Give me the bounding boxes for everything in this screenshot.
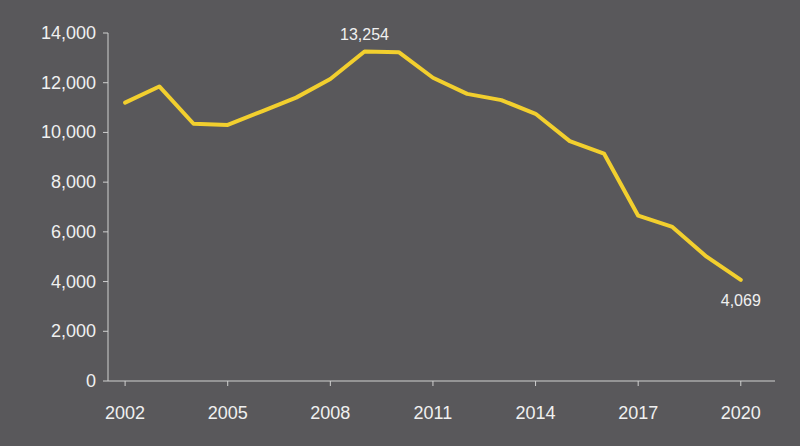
chart: 0 2,000 4,000 6,000 8,000 10,000 12,000 14,000 2… xyxy=(0,0,800,446)
y-tick-label: 10,000 xyxy=(41,122,96,142)
x-tick-label: 2008 xyxy=(310,403,350,423)
x-tick-label: 2020 xyxy=(721,403,761,423)
x-tick xyxy=(227,381,228,386)
y-tick-label: 0 xyxy=(86,371,96,391)
x-tick-label: 2002 xyxy=(105,403,145,423)
data-line xyxy=(125,52,741,280)
y-axis xyxy=(108,33,109,381)
x-tick xyxy=(125,381,126,386)
y-tick-label: 2,000 xyxy=(51,321,96,341)
y-tick xyxy=(103,231,108,232)
y-tick xyxy=(103,33,108,34)
x-tick-label: 2017 xyxy=(618,403,658,423)
y-tick xyxy=(103,381,108,382)
annotation: 4,069 xyxy=(721,292,761,309)
y-tick xyxy=(103,132,108,133)
y-tick-label: 8,000 xyxy=(51,172,96,192)
x-tick-label: 2011 xyxy=(414,403,453,423)
x-tick xyxy=(330,381,331,386)
x-tick xyxy=(740,381,741,386)
y-tick-label: 4,000 xyxy=(51,272,96,292)
y-tick-label: 14,000 xyxy=(41,23,96,43)
y-tick xyxy=(103,281,108,282)
annotation: 13,254 xyxy=(340,26,389,43)
y-tick xyxy=(103,82,108,83)
y-tick xyxy=(103,182,108,183)
x-tick-label: 2014 xyxy=(516,403,556,423)
y-tick-label: 12,000 xyxy=(41,73,96,93)
y-tick xyxy=(103,331,108,332)
plot-area xyxy=(125,52,741,280)
x-tick-label: 2005 xyxy=(208,403,248,423)
x-axis xyxy=(108,381,775,382)
x-tick xyxy=(638,381,639,386)
x-tick xyxy=(535,381,536,386)
y-tick-label: 6,000 xyxy=(51,222,96,242)
x-tick xyxy=(432,381,433,386)
